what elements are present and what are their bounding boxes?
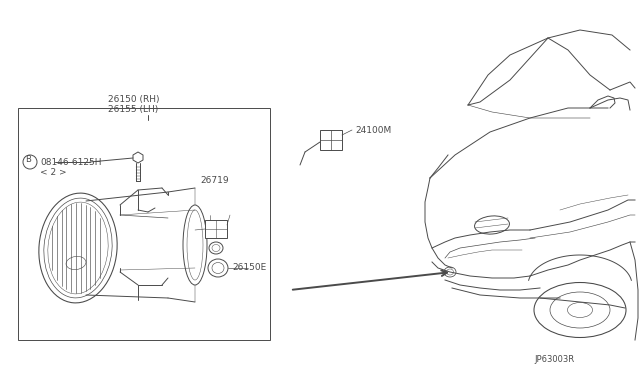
- Text: 24100M: 24100M: [355, 125, 391, 135]
- Ellipse shape: [39, 193, 117, 303]
- Polygon shape: [133, 152, 143, 163]
- Ellipse shape: [534, 282, 626, 337]
- Bar: [205, 220, 227, 238]
- Text: JP63003R: JP63003R: [535, 355, 575, 364]
- Ellipse shape: [183, 205, 207, 285]
- Ellipse shape: [208, 259, 228, 277]
- Text: B: B: [25, 154, 31, 164]
- Bar: [320, 130, 342, 150]
- Text: 08146-6125H: 08146-6125H: [40, 158, 102, 167]
- Text: 26155 (LH): 26155 (LH): [108, 105, 158, 114]
- Text: < 2 >: < 2 >: [40, 168, 67, 177]
- Text: 26150E: 26150E: [232, 263, 266, 272]
- Ellipse shape: [209, 242, 223, 254]
- Text: 26719: 26719: [200, 176, 228, 185]
- Ellipse shape: [474, 216, 509, 234]
- Ellipse shape: [444, 267, 456, 277]
- Bar: [18, 108, 270, 340]
- Text: 26150 (RH): 26150 (RH): [108, 95, 159, 104]
